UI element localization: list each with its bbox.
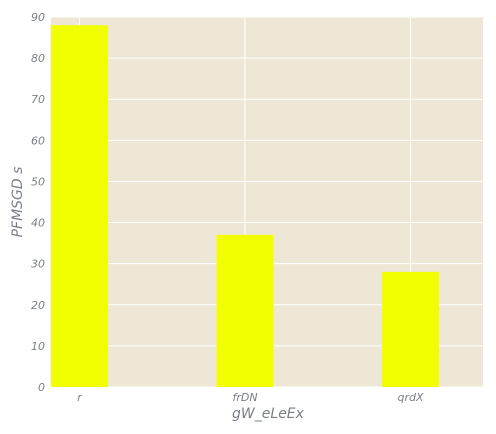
- x-tick-label-r: r: [77, 391, 83, 404]
- y-axis-label: PFMSGD s: [10, 167, 26, 238]
- y-tick-label-60: 60: [31, 134, 45, 147]
- y-tick-label-30: 30: [31, 258, 45, 271]
- x-tick-labels: r frDN qrdX: [77, 391, 424, 404]
- y-tick-label-0: 0: [38, 381, 45, 394]
- y-tick-labels: 0 10 20 30 40 50 60 70 80 90: [31, 11, 45, 394]
- y-tick-label-70: 70: [31, 93, 45, 106]
- y-tick-label-40: 40: [31, 217, 45, 230]
- x-tick-label-qrdX: qrdX: [397, 391, 423, 404]
- bar-qrdX: [382, 271, 439, 387]
- bars: [51, 25, 439, 387]
- y-tick-label-10: 10: [31, 340, 45, 353]
- x-axis-label: gW_eLeEx: [232, 406, 305, 422]
- y-tick-label-20: 20: [31, 299, 45, 312]
- bar-r: [51, 25, 108, 387]
- bar-frDN: [216, 234, 274, 387]
- y-tick-label-50: 50: [31, 175, 45, 188]
- y-tick-label-90: 90: [31, 11, 45, 24]
- x-tick-label-frDN: frDN: [232, 391, 257, 404]
- y-tick-label-80: 80: [31, 52, 45, 65]
